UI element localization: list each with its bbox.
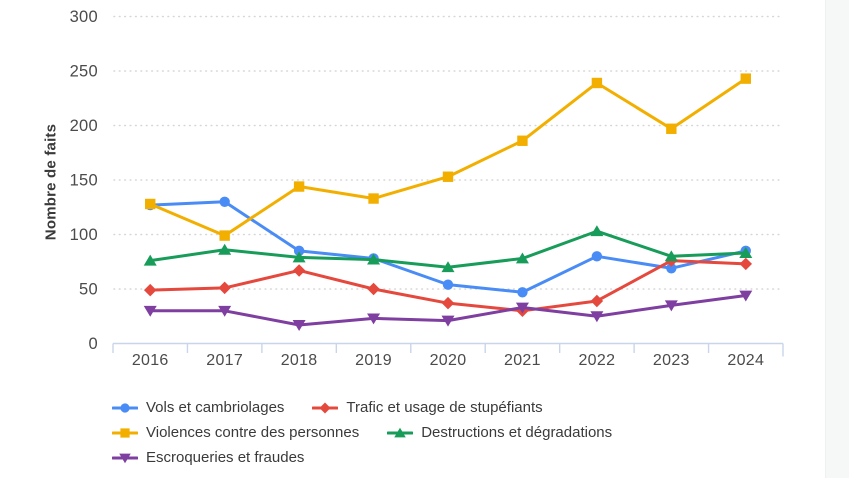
svg-text:2022: 2022 — [578, 352, 615, 369]
svg-text:2018: 2018 — [281, 352, 318, 369]
legend-item-escroqueries[interactable]: Escroqueries et fraudes — [112, 449, 304, 466]
legend-marker-triangle-up-icon — [387, 427, 414, 437]
legend-item-label: Trafic et usage de stupéfiants — [346, 399, 543, 416]
svg-text:2023: 2023 — [653, 352, 690, 369]
svg-text:300: 300 — [70, 8, 98, 26]
page-background-strip — [825, 0, 849, 478]
svg-text:2019: 2019 — [355, 352, 392, 369]
svg-text:150: 150 — [70, 172, 98, 190]
legend-marker-triangle-down-icon — [112, 453, 138, 463]
svg-text:250: 250 — [70, 63, 98, 81]
svg-text:100: 100 — [70, 226, 98, 244]
legend-marker-square-icon — [112, 427, 138, 438]
svg-text:200: 200 — [70, 117, 98, 135]
legend-item-label: Escroqueries et fraudes — [146, 449, 305, 466]
legend-item-trafic[interactable]: Trafic et usage de stupéfiants — [312, 399, 543, 416]
legend-marker-circle-icon — [112, 402, 138, 413]
svg-text:0: 0 — [89, 335, 98, 353]
legend-item-label: Violences contre des personnes — [146, 424, 360, 441]
chart-legend: Vols et cambriolages Trafic et usage de … — [112, 399, 760, 466]
svg-text:2017: 2017 — [206, 352, 243, 369]
legend-item-violences[interactable]: Violences contre des personnes — [112, 424, 359, 441]
svg-text:50: 50 — [79, 281, 98, 299]
chart-plot-area[interactable]: 0 50 100 150 200 250 300 2016 2017 2018 2019 2020 20… — [0, 0, 812, 392]
svg-text:2021: 2021 — [504, 352, 541, 369]
legend-item-label: Destructions et dégradations — [421, 424, 613, 441]
legend-item-label: Vols et cambriolages — [146, 399, 285, 416]
svg-text:2024: 2024 — [727, 352, 764, 369]
legend-item-destructions[interactable]: Destructions et dégradations — [387, 424, 612, 441]
svg-text:2016: 2016 — [132, 352, 169, 369]
legend-marker-diamond-icon — [312, 401, 339, 414]
svg-text:2020: 2020 — [430, 352, 467, 369]
legend-item-vols[interactable]: Vols et cambriolages — [112, 399, 284, 416]
